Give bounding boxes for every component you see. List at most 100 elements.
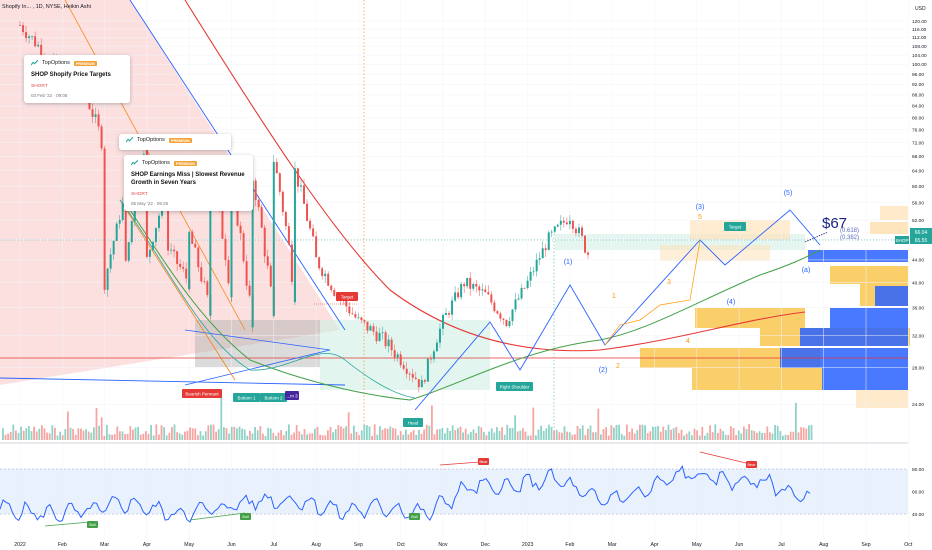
volume-bar <box>139 434 142 440</box>
rsi-divergence-bear <box>439 461 481 466</box>
volume-bar <box>340 426 342 440</box>
currency-label: USD <box>915 6 926 12</box>
news-card-1[interactable]: TopOptions PREMIUM SHOP Shopify Price Tar… <box>24 55 130 104</box>
news-card-3[interactable]: TopOptions PREMIUM <box>119 134 231 150</box>
gray-box <box>195 320 320 367</box>
candle-body <box>176 251 179 264</box>
volume-bar <box>93 427 95 440</box>
volume-bar <box>228 433 230 440</box>
volume-bar <box>28 425 30 440</box>
volume-bar <box>405 429 407 440</box>
volume-bar <box>459 426 462 440</box>
volume-bar <box>490 428 493 440</box>
volume-bar <box>756 432 758 440</box>
volume-bar <box>48 433 51 440</box>
volume-bar <box>311 433 314 440</box>
candle-body <box>417 379 420 388</box>
candle-body <box>496 311 499 314</box>
candle-body <box>469 277 472 289</box>
volume-bar <box>220 396 223 440</box>
premium-badge: PREMIUM <box>168 137 192 143</box>
candle-body <box>580 227 583 236</box>
volume-bar <box>360 430 363 440</box>
rsi-divergence-bear-2 <box>699 451 751 465</box>
rsi-tick-label: 80.00 <box>912 467 924 473</box>
candle-body <box>37 44 40 47</box>
candle-body <box>565 222 568 225</box>
candle-body <box>505 319 508 326</box>
y-tick-label: 56.00 <box>912 200 924 206</box>
candle-body <box>91 109 94 117</box>
candle-body <box>296 168 299 187</box>
svg-text:Target: Target <box>729 225 742 230</box>
volume-bar <box>602 429 605 440</box>
rsi-line <box>0 464 811 523</box>
volume-bar <box>207 425 210 440</box>
volume-bar <box>267 427 269 440</box>
svg-text:Bull: Bull <box>242 515 248 519</box>
volume-bar <box>358 435 360 440</box>
volume-bar <box>659 431 662 440</box>
svg-text:Bottom 2: Bottom 2 <box>264 396 283 401</box>
candle-body <box>556 224 559 227</box>
label-target-right[interactable]: Target <box>724 222 746 231</box>
news-card-2[interactable]: TopOptions PREMIUM SHOP Earnings Miss | S… <box>124 155 253 212</box>
volume-bar <box>667 424 670 440</box>
volume-bar <box>782 435 784 440</box>
candle-body <box>375 331 378 342</box>
volume-bar <box>282 435 285 440</box>
candle-body <box>194 243 197 248</box>
candle-body <box>203 281 206 283</box>
volume-bar <box>527 435 529 440</box>
volume-bar <box>142 433 145 440</box>
volume-bar <box>314 428 316 440</box>
volume-bar <box>199 431 202 440</box>
label-right-shoulder[interactable]: Right Shoulder <box>496 382 533 391</box>
volume-bar <box>467 434 470 440</box>
volume-bar <box>644 425 646 440</box>
volume-bar <box>646 433 649 440</box>
wave-label-2: (2) <box>599 367 608 374</box>
volume-bar <box>30 431 33 440</box>
candle-body <box>463 284 466 287</box>
volume-bar <box>113 434 116 440</box>
rsi-axis: 40.00 60.00 80.00 <box>912 467 924 518</box>
candle-body <box>97 114 100 127</box>
volume-bar <box>43 428 46 440</box>
candle-body <box>499 313 502 319</box>
candle-body <box>571 220 574 229</box>
wave-label-a: (a) <box>802 267 811 274</box>
candle-body <box>381 332 384 334</box>
volume-bar <box>779 431 782 440</box>
y-tick-label: 36.00 <box>912 306 924 312</box>
candle-body <box>19 25 21 26</box>
candle-body <box>330 285 333 291</box>
volume-bar <box>384 428 386 440</box>
candle-body <box>366 321 369 331</box>
volume-bar <box>249 430 251 440</box>
candle-body <box>124 189 127 235</box>
volume-bar <box>769 432 771 440</box>
label-bottom-3[interactable]: ...m 3 <box>285 391 299 400</box>
volume-bar <box>631 428 633 440</box>
volume-bar <box>550 426 553 440</box>
volume-bar <box>737 430 740 440</box>
candle-body <box>369 326 372 331</box>
label-target-left[interactable]: Target <box>314 292 358 305</box>
candle-body <box>40 44 43 57</box>
volume-bar <box>423 429 425 440</box>
volume-bar <box>420 433 423 440</box>
label-bottom-1[interactable]: Bottom 1 <box>233 393 260 402</box>
candle-body <box>148 249 151 257</box>
candle-body <box>408 373 411 375</box>
label-bearish-pennant[interactable]: Bearish Pennant <box>182 389 222 398</box>
volume-bar <box>160 425 163 440</box>
volume-bar <box>368 426 371 440</box>
svg-text:...m 3: ...m 3 <box>286 394 298 399</box>
y-tick-label: 28.00 <box>912 365 924 371</box>
label-head[interactable]: Head <box>403 418 423 427</box>
volume-bar <box>33 426 35 440</box>
volume-bar <box>121 431 124 440</box>
label-bottom-2[interactable]: Bottom 2 <box>260 393 287 402</box>
